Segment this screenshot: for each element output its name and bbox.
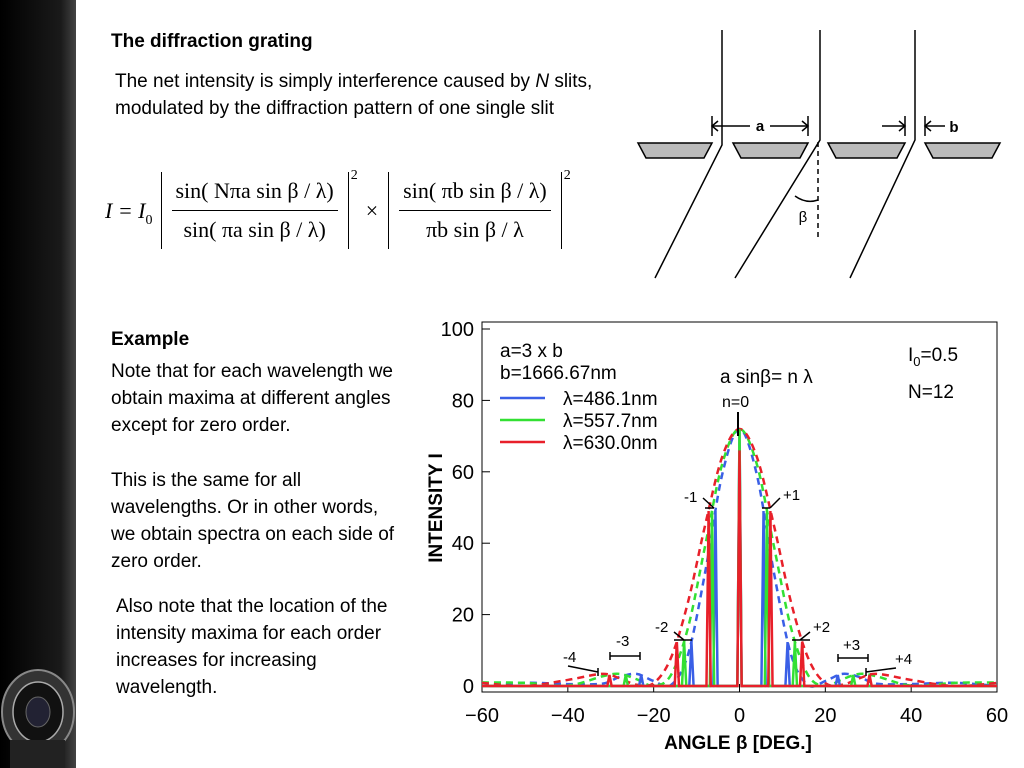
order-label: -2: [655, 619, 668, 636]
order-pointer: [673, 631, 692, 641]
order-label: +2: [813, 619, 830, 636]
i0-label: I0=0.5: [908, 345, 958, 369]
y-axis-label: INTENSITY I: [426, 453, 447, 562]
eq-lhs: I = I: [105, 197, 146, 223]
order-pointer: [702, 497, 715, 509]
eq-den: sin( πa sin β / λ): [183, 217, 326, 242]
x-tick-label: −60: [465, 705, 499, 727]
paragraph: Note that for each wavelength we obtain …: [111, 361, 394, 436]
y-tick-label: 0: [463, 676, 474, 698]
order-label: -4: [563, 649, 576, 666]
x-tick-label: 0: [734, 705, 745, 727]
order-label: +3: [843, 637, 860, 654]
x-tick-label: 40: [900, 705, 922, 727]
camera-lens: [1, 669, 75, 768]
annotation: a=3 x b: [500, 341, 563, 362]
x-tick-label: 60: [986, 705, 1008, 727]
order-pointer: [609, 652, 641, 660]
paragraph: This is the same for all wavelengths. Or…: [111, 470, 395, 572]
y-tick-label: 60: [452, 462, 474, 484]
eq-sub: 0: [145, 213, 153, 228]
intensity-line: [482, 450, 997, 688]
eq-den: πb sin β / λ: [426, 217, 524, 242]
eq-num: sin( Nπa sin β / λ): [171, 178, 338, 211]
x-tick-label: −40: [551, 705, 585, 727]
eq-times: ×: [365, 197, 379, 223]
order-pointer: [567, 665, 599, 676]
order-pointer: [865, 667, 897, 676]
eq-num: sin( πb sin β / λ): [399, 178, 551, 211]
intro: The net intensity is simply interference…: [115, 68, 610, 122]
x-tick-label: 20: [814, 705, 836, 727]
order-label: -1: [684, 489, 697, 506]
intro-n: N: [535, 71, 550, 92]
order-label: +4: [895, 651, 912, 668]
slit-diagram: [654, 30, 945, 279]
label-beta: β: [799, 209, 808, 226]
i0-part: 0: [913, 354, 920, 369]
y-tick-label: 40: [452, 533, 474, 555]
paragraph: Also note that the location of the inten…: [116, 596, 388, 698]
eq-exp: 2: [563, 168, 571, 183]
eq-exp: 2: [350, 168, 358, 183]
intro-text: slits, modulated by the diffraction patt…: [115, 71, 593, 119]
order-pointer: [762, 497, 781, 509]
legend-label: λ=557.7nm: [563, 411, 658, 432]
y-tick-label: 100: [441, 319, 474, 341]
annotation: n=0: [722, 394, 749, 411]
slit-blocks: [636, 142, 1002, 159]
annotation: N=12: [908, 382, 954, 403]
order-pointer: [837, 654, 869, 662]
slide-title: The diffraction grating: [111, 31, 313, 52]
example-heading: Example: [111, 329, 190, 350]
intro-text: The net intensity is simply interference…: [115, 71, 536, 92]
envelope-line: [481, 427, 998, 688]
sidebar: [0, 0, 76, 768]
annotation: b=1666.67nm: [500, 363, 617, 384]
order-label: +1: [783, 487, 800, 504]
annotation: a sinβ= n λ: [720, 367, 813, 388]
y-tick-label: 20: [452, 605, 474, 627]
legend-label: λ=486.1nm: [563, 389, 658, 410]
label-a: a: [756, 118, 765, 135]
x-axis-label: ANGLE β [DEG.]: [664, 733, 812, 754]
i0-part: I: [908, 345, 913, 366]
x-tick-label: −20: [637, 705, 671, 727]
order-pointer: [792, 631, 811, 641]
legend-label: λ=630.0nm: [563, 433, 658, 454]
label-b: b: [949, 119, 958, 136]
i0-part: =0.5: [921, 345, 959, 366]
y-tick-label: 80: [452, 390, 474, 412]
order-label: -3: [616, 633, 629, 650]
